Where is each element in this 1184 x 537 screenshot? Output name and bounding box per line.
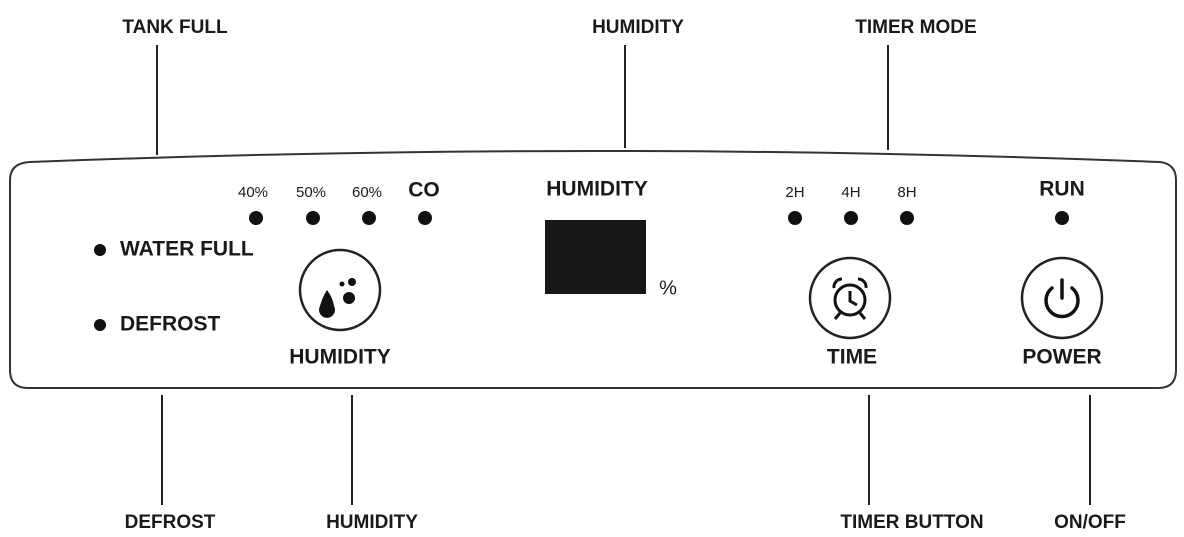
button-label: TIME [827,346,877,369]
callout-label: HUMIDITY [592,17,684,38]
callout-label: ON/OFF [1054,512,1126,533]
run-label: RUN [1039,178,1085,201]
humidity-button[interactable] [298,248,382,332]
indicator-label: WATER FULL [120,238,254,261]
timer-label: 2H [785,184,804,201]
callout-label: TIMER MODE [855,17,976,38]
display-unit: % [659,277,677,299]
drop-icon [339,281,345,287]
drop-icon [343,292,355,304]
clock-icon [832,277,868,320]
level-label: 40% [238,184,268,201]
indicator-dots [94,211,1069,331]
callout-label: TANK FULL [122,17,228,38]
display-screen [545,220,646,294]
time-button[interactable] [808,256,892,340]
level-label: 50% [296,184,326,201]
callout-label: TIMER BUTTON [840,512,983,533]
timer-label: 4H [841,184,860,201]
drop-icon [348,278,356,286]
power-button[interactable] [1020,256,1104,340]
button-label: HUMIDITY [289,346,391,369]
level-label: 60% [352,184,382,201]
indicator-label: DEFROST [120,313,221,336]
callout-label: HUMIDITY [326,512,418,533]
callout-label: DEFROST [125,512,216,533]
timer-label: 8H [897,184,916,201]
display-label: HUMIDITY [546,178,648,201]
panel-outline [9,150,1177,389]
drop-icon [319,290,335,318]
button-label: POWER [1022,346,1101,369]
power-icon [1044,278,1080,319]
level-label: CO [408,179,440,202]
